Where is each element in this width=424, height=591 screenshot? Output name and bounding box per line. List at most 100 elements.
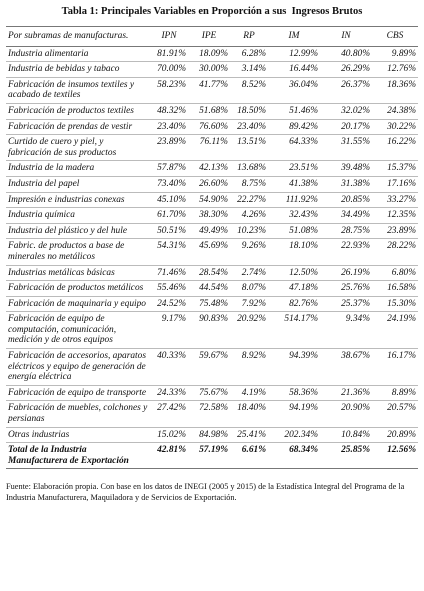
value-cell: 9.26% [230, 238, 268, 266]
value-cell: 31.55% [320, 134, 372, 162]
total-row: Total de la Industria Manufacturera de E… [6, 442, 418, 470]
value-cell: 514.17% [268, 311, 320, 350]
header-cell: Por subramas de manufacturas. [6, 26, 150, 47]
table-row: Impresión e industrias conexas 45.10% 54.9… [6, 192, 418, 209]
value-cell: 30.22% [372, 119, 418, 136]
row-label: Industria de la madera [6, 160, 150, 177]
value-cell: 58.36% [268, 385, 320, 402]
row-label: Fabricación de maquinaria y equipo [6, 296, 150, 313]
header-cell: IM [268, 26, 320, 47]
total-cell: 12.56% [372, 442, 418, 470]
value-cell: 25.41% [230, 427, 268, 444]
value-cell: 20.90% [320, 400, 372, 428]
value-cell: 32.02% [320, 103, 372, 120]
value-cell: 75.67% [188, 385, 230, 402]
value-cell: 21.36% [320, 385, 372, 402]
value-cell: 3.14% [230, 61, 268, 78]
total-cell: 6.61% [230, 442, 268, 470]
value-cell: 94.19% [268, 400, 320, 428]
value-cell: 26.37% [320, 77, 372, 104]
value-cell: 70.00% [150, 61, 188, 78]
value-cell: 76.11% [188, 134, 230, 162]
value-cell: 94.39% [268, 348, 320, 386]
row-label: Fabricación de productos metálicos [6, 280, 150, 297]
value-cell: 8.52% [230, 77, 268, 104]
value-cell: 31.38% [320, 176, 372, 193]
row-label: Otras industrias [6, 427, 150, 444]
table-row: Fabric. de productos a base de minerales… [6, 238, 418, 266]
value-cell: 57.87% [150, 160, 188, 177]
value-cell: 72.58% [188, 400, 230, 428]
value-cell: 9.34% [320, 311, 372, 350]
value-cell: 59.67% [188, 348, 230, 386]
table-row: Fabricación de maquinaria y equipo 24.52%… [6, 296, 418, 313]
value-cell: 81.91% [150, 46, 188, 63]
value-cell: 22.93% [320, 238, 372, 266]
row-label: Fabricación de prendas de vestir [6, 119, 150, 136]
table-row: Industrias metálicas básicas 71.46% 28.54%… [6, 265, 418, 282]
value-cell: 89.42% [268, 119, 320, 136]
value-cell: 41.77% [188, 77, 230, 104]
table: Por subramas de manufacturas. IPN IPE RP IM I… [6, 26, 418, 470]
footnote: Fuente: Elaboración propia. Con base en … [6, 482, 405, 503]
value-cell: 18.40% [230, 400, 268, 428]
value-cell: 61.70% [150, 207, 188, 224]
row-label: Fabric. de productos a base de minerales… [6, 238, 150, 266]
row-label: Fabricación de insumos textiles y acabad… [6, 77, 150, 104]
value-cell: 23.89% [372, 223, 418, 240]
value-cell: 50.51% [150, 223, 188, 240]
value-cell: 55.46% [150, 280, 188, 297]
row-label: Industria del plástico y del hule [6, 223, 150, 240]
value-cell: 12.35% [372, 207, 418, 224]
value-cell: 24.52% [150, 296, 188, 313]
value-cell: 111.92% [268, 192, 320, 209]
header-row: Por subramas de manufacturas. IPN IPE RP IM I… [6, 26, 418, 47]
table-row: Fabricación de equipo de computación, co… [6, 311, 418, 350]
value-cell: 15.30% [372, 296, 418, 313]
value-cell: 202.34% [268, 427, 320, 444]
table-row: Otras industrias 15.02% 84.98% 25.41% 202.34… [6, 427, 418, 444]
value-cell: 48.32% [150, 103, 188, 120]
total-cell: 68.34% [268, 442, 320, 470]
value-cell: 24.19% [372, 311, 418, 350]
value-cell: 6.80% [372, 265, 418, 282]
table-row: Fabricación de productos metálicos 55.46%… [6, 280, 418, 297]
row-label: Curtido de cuero y piel, y fabricación d… [6, 134, 150, 162]
table-row: Industria química 61.70% 38.30% 4.26% 32.43%… [6, 207, 418, 224]
table-row: Industria del plástico y del hule 50.51% 4… [6, 223, 418, 240]
value-cell: 36.04% [268, 77, 320, 104]
table-row: Industria de bebidas y tabaco 70.00% 30.00… [6, 61, 418, 78]
row-label: Fabricación de equipo de computación, co… [6, 311, 150, 350]
value-cell: 38.67% [320, 348, 372, 386]
table-row: Industria del papel 73.40% 26.60% 8.75% 41.3… [6, 176, 418, 193]
value-cell: 15.37% [372, 160, 418, 177]
value-cell: 64.33% [268, 134, 320, 162]
header-cell: IN [320, 26, 372, 47]
row-label: Industria de bebidas y tabaco [6, 61, 150, 78]
table-row: Fabricación de prendas de vestir 23.40% 76… [6, 119, 418, 136]
value-cell: 12.50% [268, 265, 320, 282]
value-cell: 15.02% [150, 427, 188, 444]
value-cell: 18.09% [188, 46, 230, 63]
row-label: Impresión e industrias conexas [6, 192, 150, 209]
value-cell: 20.57% [372, 400, 418, 428]
value-cell: 10.23% [230, 223, 268, 240]
value-cell: 41.38% [268, 176, 320, 193]
value-cell: 10.84% [320, 427, 372, 444]
value-cell: 73.40% [150, 176, 188, 193]
value-cell: 27.42% [150, 400, 188, 428]
header-cell: IPN [150, 26, 188, 47]
value-cell: 84.98% [188, 427, 230, 444]
table-row: Industria alimentaria 81.91% 18.09% 6.28% 12… [6, 46, 418, 63]
value-cell: 40.33% [150, 348, 188, 386]
row-label: Industria química [6, 207, 150, 224]
value-cell: 32.43% [268, 207, 320, 224]
value-cell: 26.60% [188, 176, 230, 193]
value-cell: 71.46% [150, 265, 188, 282]
value-cell: 23.89% [150, 134, 188, 162]
value-cell: 42.13% [188, 160, 230, 177]
value-cell: 51.08% [268, 223, 320, 240]
value-cell: 8.89% [372, 385, 418, 402]
value-cell: 8.75% [230, 176, 268, 193]
